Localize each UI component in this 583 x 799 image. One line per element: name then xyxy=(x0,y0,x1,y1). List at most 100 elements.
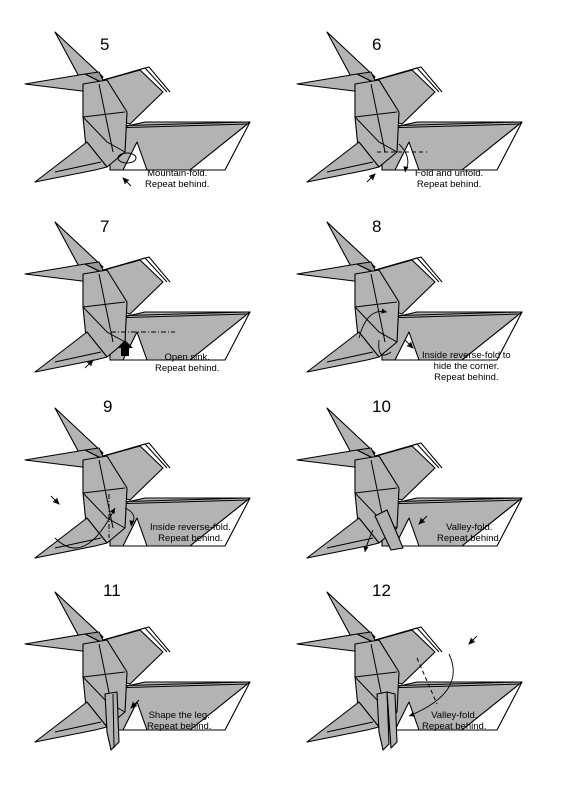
crease-symbol-arrow-head xyxy=(468,638,475,645)
step-caption: Open sink. Repeat behind. xyxy=(155,352,220,374)
step-caption: Fold and unfold. Repeat behind. xyxy=(415,168,484,190)
step-7-diagram xyxy=(24,221,251,373)
figure-part xyxy=(102,66,171,93)
figure-part xyxy=(189,681,251,731)
figure-part xyxy=(354,79,400,168)
step-number: 11 xyxy=(103,581,121,600)
step-12: 12 Valley-fold. Repeat behind. xyxy=(287,582,577,772)
crease-symbol-tick xyxy=(406,341,412,347)
step-caption: Valley-fold. Repeat behind. xyxy=(437,522,502,544)
figure-part xyxy=(110,311,249,319)
figure-part xyxy=(110,121,249,129)
crease-symbol-arrow-head xyxy=(53,498,60,505)
figure-part xyxy=(461,681,523,731)
figure-part xyxy=(102,626,171,653)
figure-part xyxy=(306,331,380,373)
figure-part xyxy=(54,161,102,173)
leg-crease xyxy=(112,693,115,749)
step-11: 11 Shape the leg. Repeat behind. xyxy=(15,582,305,772)
crease-symbol-tick xyxy=(420,517,426,523)
figure-part xyxy=(461,311,523,361)
figure-part xyxy=(54,721,102,733)
arrow-head xyxy=(409,711,415,717)
figure-part xyxy=(461,497,523,547)
step-6: 6 Fold and unfold. Repeat behind. xyxy=(287,22,577,212)
fold-line xyxy=(416,657,438,705)
figure-part xyxy=(34,331,108,373)
crease-symbol-tick xyxy=(86,361,92,367)
figure-part xyxy=(374,256,443,283)
arrow-head xyxy=(363,546,369,552)
figure-part xyxy=(110,681,249,689)
figure-part xyxy=(326,351,374,363)
step-5: 5 Mountain-fold. Repeat behind. xyxy=(15,22,305,212)
step-8-diagram xyxy=(296,221,523,373)
crease-symbol-arrow-head xyxy=(87,359,94,366)
arrow-head xyxy=(129,520,135,526)
step-caption: Mountain-fold. Repeat behind. xyxy=(145,168,210,190)
figure-part xyxy=(102,256,171,283)
figure-part xyxy=(461,121,523,171)
step-7: 7 Open sink. Repeat behind. xyxy=(15,212,305,402)
figure-part xyxy=(306,141,380,183)
step-number: 7 xyxy=(100,217,110,236)
crease-symbol-arrow-head xyxy=(418,518,425,525)
figure-part xyxy=(326,537,374,549)
figure-part xyxy=(82,269,128,358)
figure-part xyxy=(54,351,102,363)
crease-symbol-tick xyxy=(368,175,374,181)
figure-part xyxy=(122,517,148,547)
step-5-diagram xyxy=(24,31,251,187)
crease-symbol-tick xyxy=(132,701,138,707)
leg-flap xyxy=(374,509,404,551)
step-caption: Shape the leg. Repeat behind. xyxy=(147,710,212,732)
figure-part xyxy=(102,442,171,469)
figure-part xyxy=(382,497,521,505)
figure-part xyxy=(189,121,251,171)
figure-part xyxy=(374,626,443,653)
figure-part xyxy=(382,681,521,689)
crease-symbol-arrow-head xyxy=(407,342,414,349)
leg-right xyxy=(386,691,398,749)
figure-part xyxy=(374,442,443,469)
crease-symbol-arrow-head xyxy=(130,702,137,709)
figure-part xyxy=(394,517,420,547)
fold-arrow-head xyxy=(403,166,409,172)
figure-part xyxy=(382,121,521,129)
figure-part xyxy=(82,455,128,544)
figure-part xyxy=(326,161,374,173)
step-caption: Valley-fold. Repeat behind. xyxy=(422,710,487,732)
fold-loop xyxy=(117,152,137,164)
push-arrow xyxy=(117,340,133,356)
crease-symbol-arrow-head xyxy=(122,177,129,184)
figure-part xyxy=(306,517,380,559)
step-number: 8 xyxy=(372,217,382,236)
crease-symbol-tick xyxy=(124,179,130,185)
leg xyxy=(104,691,120,751)
step-number: 10 xyxy=(372,397,391,416)
swing-arrow xyxy=(54,507,116,549)
figure-part xyxy=(110,497,249,505)
crease-symbol-tick xyxy=(470,637,476,643)
figure-part xyxy=(82,79,128,168)
figure-part xyxy=(34,517,108,559)
step-8: 8 Inside reverse-fold to hide the corner… xyxy=(287,212,577,402)
figure-part xyxy=(189,497,251,547)
step-12-diagram xyxy=(296,591,523,751)
arrow-head xyxy=(110,508,115,514)
valley-arrow xyxy=(408,653,454,717)
figure-part xyxy=(374,66,443,93)
step-number: 12 xyxy=(372,581,391,600)
step-11-diagram xyxy=(24,591,251,751)
step-caption: Inside reverse-fold to hide the corner. … xyxy=(422,350,511,383)
step-number: 9 xyxy=(103,397,113,416)
leg-left xyxy=(376,691,390,751)
crease-symbol-arrow-head xyxy=(369,173,376,180)
figure-part xyxy=(382,311,521,319)
step-caption: Inside reverse-fold. Repeat behind. xyxy=(150,522,231,544)
step-number: 5 xyxy=(100,35,110,54)
step-10-diagram xyxy=(296,407,523,559)
figure-part xyxy=(326,721,374,733)
step-9: 9 Inside reverse-fold. Repeat behind. xyxy=(15,398,305,588)
arrow-head xyxy=(381,308,387,314)
